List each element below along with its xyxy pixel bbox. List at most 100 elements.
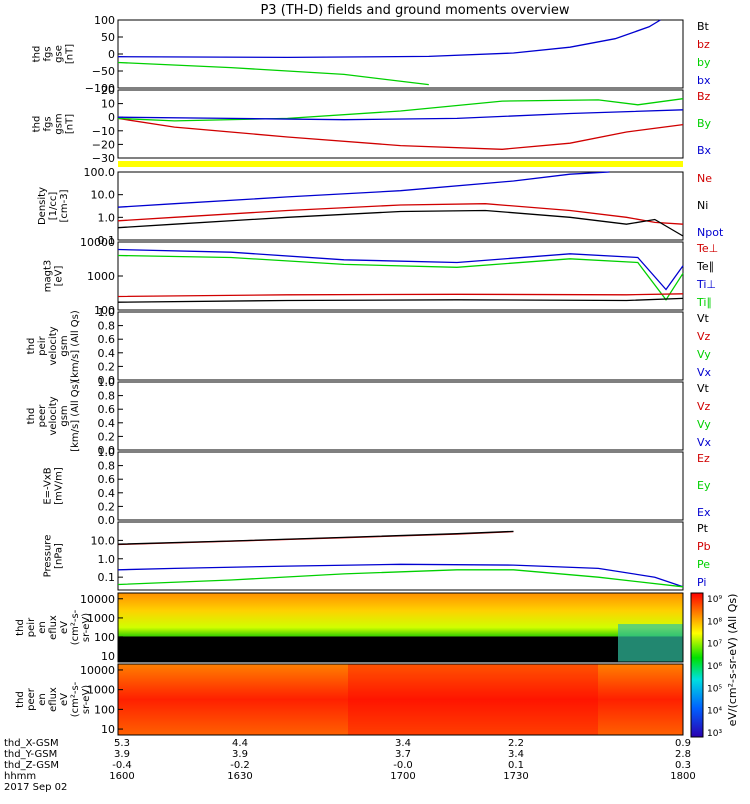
- fgs_gsm-ytick-label: −30: [92, 152, 115, 165]
- peer_vel-ylabel-line: [km/s] (All Qs): [70, 380, 81, 452]
- panel-density: 100.0 10.0 1.0 0.1 Density [1/cc] [cm-3] Ne Ni Np…: [37, 166, 724, 247]
- peer_vel-ylabel-line: peer: [37, 404, 48, 428]
- peer_en-ytick-label: 10: [101, 723, 115, 736]
- pressure-ytick-label: 1.0: [98, 553, 116, 566]
- colorbar-tick-label: 10⁴: [707, 707, 722, 717]
- peer_vel-ylabel-line: thd: [26, 408, 37, 425]
- peer_vel-ytick-label: 0.6: [98, 403, 116, 416]
- footer-date: 2017 Sep 02: [4, 782, 67, 793]
- density-ylabel-line: [cm-3]: [59, 189, 70, 222]
- pressure-ylabel-line: [nPa]: [54, 543, 65, 569]
- pressure-ytick-label: 10.0: [91, 534, 116, 547]
- peer_en-ytick-label: 100: [94, 703, 115, 716]
- fgs_gse-legend-Bt: Bt: [697, 20, 710, 33]
- fgs_gsm-ytick-label: −10: [92, 125, 115, 138]
- fgs_gse-ylabel-line: fgs: [43, 46, 54, 61]
- ephemeris-bar: [118, 161, 683, 167]
- fgs_gsm-legend-By: By: [697, 117, 712, 130]
- pressure-ylabel-line: Pressure: [43, 535, 54, 578]
- density-series-Npot: [117, 171, 610, 208]
- efield-ytick-label: 0.8: [98, 460, 116, 473]
- colorbar-scale: [690, 592, 704, 738]
- footer-value: 3.4: [395, 738, 411, 749]
- peir_en-frame: [117, 592, 684, 663]
- fgs_gse-ylabel-line: gse: [54, 45, 65, 63]
- pressure-legend-Pi: Pi: [697, 576, 706, 589]
- footer-value: -0.4: [112, 760, 132, 771]
- fgs_gsm-ytick-label: 20: [101, 84, 115, 97]
- density-legend-Ne: Ne: [697, 172, 712, 185]
- peir_vel-frame: [117, 311, 684, 381]
- footer-value: 0.1: [508, 760, 524, 771]
- peir_vel-legend-Vt: Vt: [697, 312, 710, 325]
- peir_vel-ytick-label: 0.0: [98, 374, 116, 387]
- peer_vel-ylabel: thd peer velocity gsm [km/s] (All Qs): [26, 380, 81, 452]
- fgs_gsm-ytick-label: 10: [101, 98, 115, 111]
- temp-ylabel: magt3 [eV]: [43, 260, 65, 293]
- efield-ytick-label: 0.4: [98, 487, 116, 500]
- density-ylabel-line: [1/cc]: [48, 192, 59, 221]
- peer_en-spectrogram: [118, 664, 683, 735]
- fgs_gse-frame: [117, 19, 684, 89]
- pressure-legend-Pt: Pt: [697, 522, 709, 535]
- temp-series-Te∥: [117, 297, 684, 303]
- efield-ylabel-line: [mV/m]: [54, 467, 65, 505]
- footer-value: 3.4: [508, 749, 524, 760]
- pressure-frame: [117, 521, 684, 591]
- footer-value: 1730: [503, 771, 528, 782]
- peir_en-ytick-label: 1000: [87, 612, 115, 625]
- peer_vel-legend-Vy: Vy: [697, 418, 711, 431]
- footer-value: 1600: [109, 771, 134, 782]
- fgs_gsm-ytick-label: 0: [108, 111, 115, 124]
- footer-value: 2.2: [508, 738, 524, 749]
- peer_en-ytick-label: 1000: [87, 684, 115, 697]
- peer_vel-ytick-label: 1.0: [98, 376, 116, 389]
- fgs_gsm-legend-Bx: Bx: [697, 144, 712, 157]
- efield-legend-Ez: Ez: [697, 452, 710, 465]
- colorbar-label: eV/(cm²-s-sr-eV) (All Qs): [726, 594, 739, 727]
- peir_vel-ylabel-line: [km/s] (All Qs): [70, 310, 81, 382]
- footer-label-0: thd_X-GSM: [4, 738, 59, 749]
- footer-value: 1700: [390, 771, 415, 782]
- peer_vel-ytick-label: 0.4: [98, 417, 116, 430]
- density-ytick-label: 0.1: [98, 234, 116, 247]
- peir_vel-ytick-label: 0.8: [98, 320, 116, 333]
- footer-label-3: hhmm: [4, 771, 36, 782]
- peir_vel-ylabel-line: thd: [26, 338, 37, 355]
- temp-series-Ti∥: [117, 254, 684, 301]
- peir_vel-ytick-label: 0.6: [98, 333, 116, 346]
- peir_vel-ytick-label: 1.0: [98, 306, 116, 319]
- pressure-series-Pt: [117, 530, 514, 545]
- temp-series-Ti⊥: [117, 248, 684, 291]
- footer-value: 1630: [227, 771, 252, 782]
- fgs_gsm-ylabel-line: thd: [32, 116, 43, 133]
- pressure-ylabel: Pressure [nPa]: [43, 535, 65, 578]
- peer_en-ylabel-line: peer: [26, 687, 37, 711]
- efield-frame: [117, 451, 684, 521]
- peir_vel-legend-Vz: Vz: [697, 330, 711, 343]
- fgs_gsm-ytick-label: −20: [92, 138, 115, 151]
- footer-value: 2.8: [675, 749, 691, 760]
- peer_en-ylabel-line: thd: [15, 691, 26, 708]
- footer-value: 0.9: [675, 738, 691, 749]
- fgs_gse-ylabel-line: thd: [32, 46, 43, 63]
- density-ytick-label: 100.0: [84, 166, 116, 179]
- peir_en-spectrogram-patch: [618, 624, 683, 662]
- footer-value: 3.9: [232, 749, 248, 760]
- peer_vel-legend-Vz: Vz: [697, 400, 711, 413]
- peer_en-ylabel-line: eV: [59, 693, 70, 706]
- peir_en-spectrogram: [118, 593, 683, 662]
- peer_vel-ytick-label: 0.2: [98, 430, 116, 443]
- peir_vel-legend-Vy: Vy: [697, 348, 711, 361]
- panel-fgs_gse: 100 50 0 −50 −100 thd fgs gse [nT] Bt bz by bx: [32, 14, 711, 95]
- temp-ytick-label: 100: [94, 304, 115, 317]
- pressure-legend-Pb: Pb: [697, 540, 711, 553]
- peer_vel-legend-Vt: Vt: [697, 382, 710, 395]
- pressure-legend-Pe: Pe: [697, 558, 710, 571]
- fgs_gsm-series-Bx: [117, 109, 684, 121]
- temp-ytick-label: 10000: [80, 236, 115, 249]
- peir_en-ylabel-line: eflux: [48, 615, 59, 640]
